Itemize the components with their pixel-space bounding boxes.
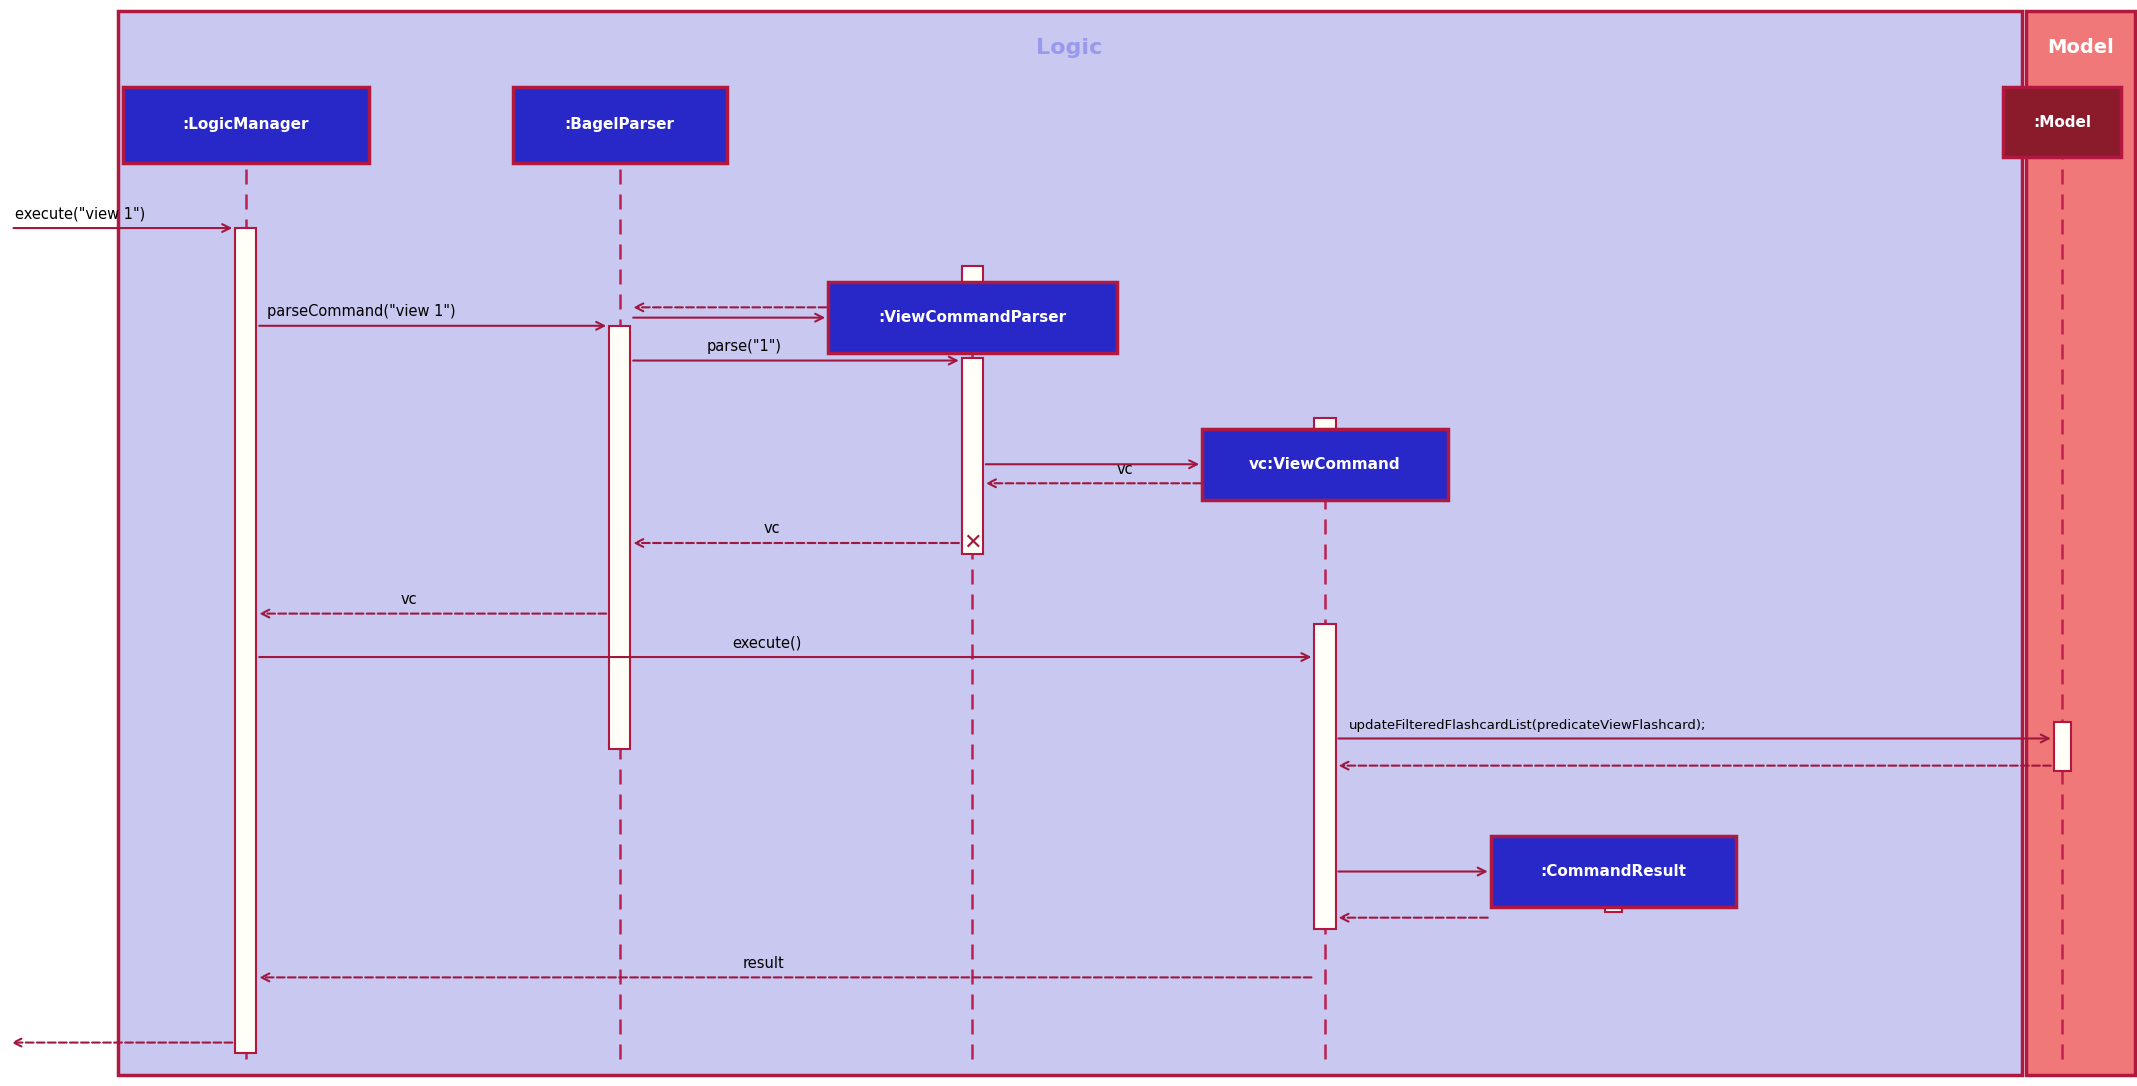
Text: execute(): execute() [731,635,801,651]
Bar [962,266,983,310]
Bar [513,87,727,163]
Bar [2054,722,2071,771]
Text: vc: vc [765,521,780,536]
Text: vc: vc [1116,462,1133,477]
Bar [1314,418,1336,467]
Text: :LogicManager: :LogicManager [182,117,310,132]
Text: vc: vc [402,592,417,607]
Text: parse("1"): parse("1") [705,339,782,354]
Bar [2005,87,2122,157]
Bar [1492,836,1735,907]
Text: parseCommand("view 1"): parseCommand("view 1") [267,304,455,319]
Text: ✕: ✕ [964,533,981,553]
Text: :ViewCommandParser: :ViewCommandParser [878,311,1066,325]
Bar [609,326,630,749]
Bar [1605,863,1622,912]
Bar [124,87,370,163]
Bar [235,228,256,1053]
Bar [1314,624,1336,929]
Bar [118,11,2022,1075]
Bar [2026,11,2135,1075]
Text: Model: Model [2047,38,2113,56]
Text: Logic: Logic [1036,38,1103,58]
Text: result: result [744,956,784,971]
Bar [962,358,983,554]
Bar [829,282,1116,353]
Text: vc:ViewCommand: vc:ViewCommand [1250,457,1400,471]
Text: :CommandResult: :CommandResult [1541,864,1686,879]
Text: updateFilteredFlashcardList(predicateViewFlashcard);: updateFilteredFlashcardList(predicateVie… [1348,719,1705,732]
Text: :Model: :Model [2032,115,2092,129]
Text: :BagelParser: :BagelParser [564,117,675,132]
Bar [1201,429,1449,500]
Text: execute("view 1"): execute("view 1") [15,206,145,222]
